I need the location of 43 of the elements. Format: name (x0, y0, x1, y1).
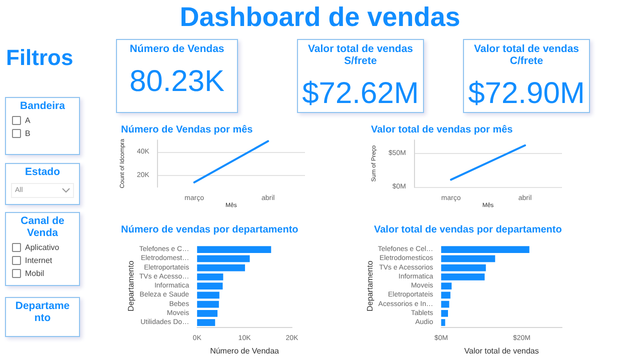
text: Canal de Venda (20, 214, 66, 241)
chart-title: Número de Vendas por mês (121, 124, 254, 136)
y-axis-title: Departamento (366, 260, 374, 312)
text: Filtros (6, 45, 74, 71)
y-axis-title: Departamento (126, 260, 136, 312)
bar (441, 310, 448, 317)
bar (441, 264, 486, 272)
text: Valor total de vendas C/frete (472, 42, 580, 67)
bar (197, 255, 250, 262)
bar (197, 319, 216, 326)
text: Mobil (25, 269, 44, 278)
text: B (25, 129, 30, 138)
text: Aplicativo (25, 243, 60, 252)
text: $72.90M (467, 77, 586, 111)
text: Valor total de vendas S/frete (306, 42, 414, 67)
text: Dashboard de vendas (178, 2, 462, 33)
text: Bandeira (19, 99, 66, 114)
bar (441, 246, 530, 253)
bar (197, 264, 246, 272)
text: 80.23K (128, 65, 226, 99)
bar (441, 274, 485, 280)
bar (197, 246, 272, 253)
chart-title: Valor total de vendas por mês (371, 124, 514, 136)
bar (441, 282, 452, 290)
bar (197, 300, 219, 308)
x-axis-title: Número de Vendaa (210, 346, 280, 356)
text: Internet (25, 256, 52, 265)
bar (441, 255, 496, 262)
text: Estado (24, 165, 61, 180)
bar (441, 300, 450, 308)
chart-title: Número de vendas por departamento (121, 224, 298, 236)
bar (197, 310, 218, 317)
bar (197, 292, 220, 299)
x-axis-title: Valor total de vendas (464, 346, 539, 356)
bar (441, 292, 450, 299)
bar (441, 319, 446, 326)
chart-title: Valor total de vendas por departamento (374, 224, 562, 236)
text: A (25, 116, 30, 125)
text: Departamento (14, 299, 71, 326)
bar (197, 274, 224, 280)
text: Número de Vendas (128, 42, 226, 55)
text: $72.62M (301, 77, 420, 111)
bar (197, 282, 223, 290)
